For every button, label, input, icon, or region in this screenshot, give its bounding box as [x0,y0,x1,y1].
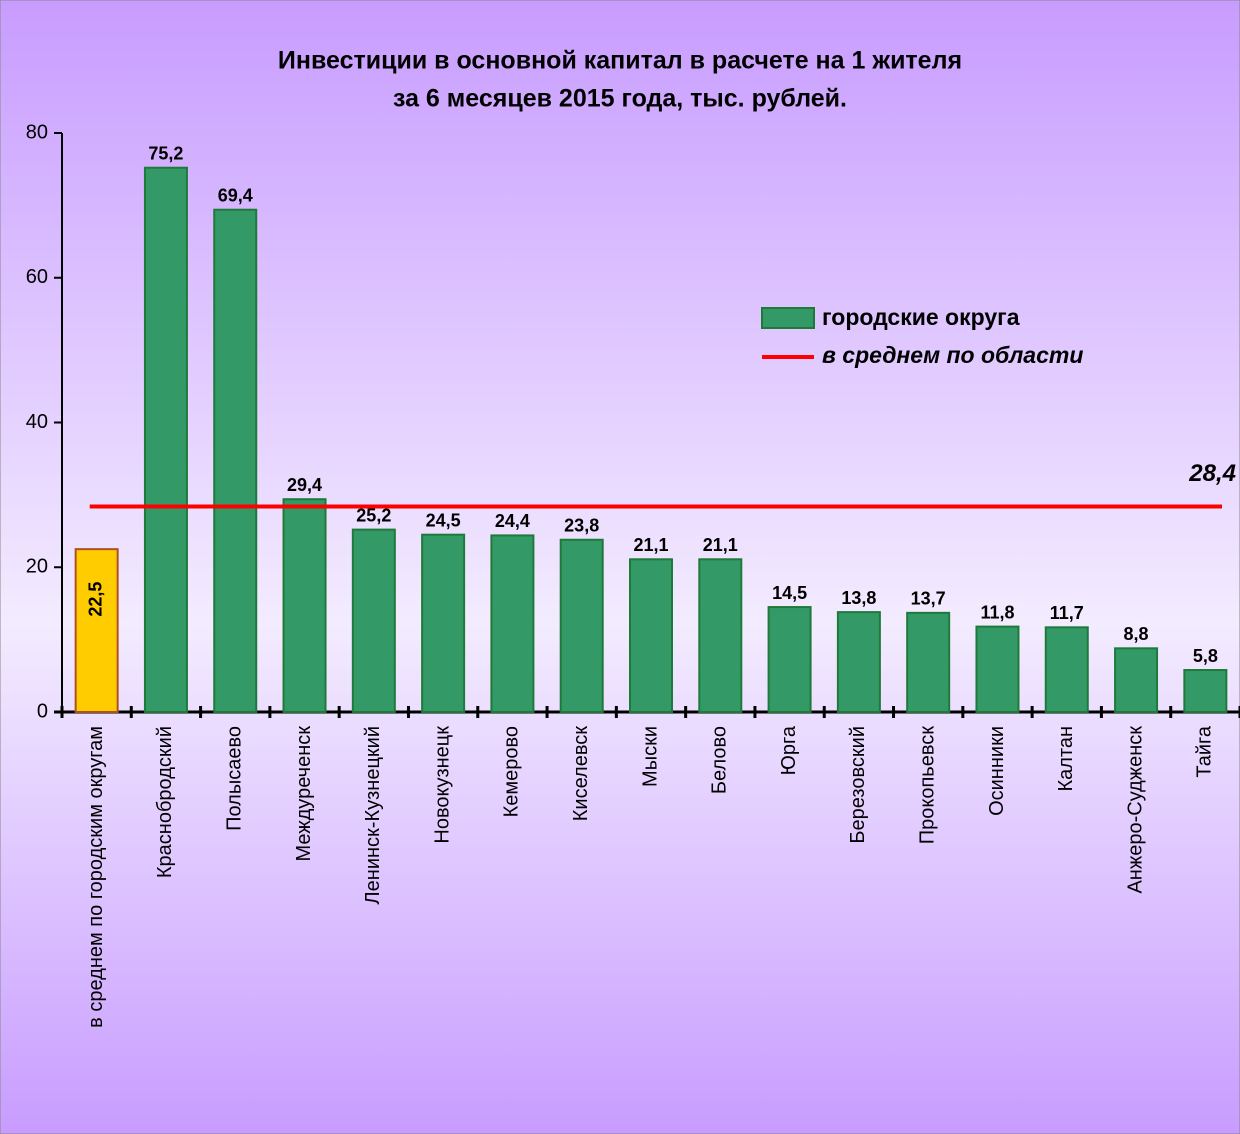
bar [698,558,743,713]
bar [767,606,812,714]
value-label: 11,7 [1050,603,1084,623]
value-label: 24,5 [426,510,461,530]
value-label: 24,4 [495,511,530,531]
value-label: 25,2 [356,505,391,525]
bar [1183,669,1228,714]
y-tick-label: 60 [26,266,48,288]
legend-label: городские округа [822,304,1020,330]
value-label: 23,8 [564,515,599,535]
x-tick-label: Березовский [847,726,869,844]
value-label: 5,8 [1193,646,1218,666]
y-tick-label: 20 [26,556,48,578]
value-label: 13,7 [911,589,946,609]
x-tick-label: Прокопьевск [916,726,938,844]
bar [351,528,396,713]
y-tick-label: 80 [26,121,48,143]
x-tick-label: Ленинск-Кузнецкий [362,726,384,904]
value-label: 22,5 [85,582,105,617]
bar [836,611,881,713]
value-label: 13,8 [841,588,876,608]
bar [490,534,535,714]
legend-label: в среднем по области [822,342,1083,368]
bar [629,558,673,713]
bar [1114,647,1159,713]
x-tick-label: Осинники [986,726,1008,816]
value-label: 21,1 [703,535,738,555]
x-tick-label: в среднем по городским округам [85,726,107,1028]
y-tick-label: 40 [26,411,48,433]
bar [1044,626,1089,713]
reference-label: 28,4 [1188,460,1236,487]
x-tick-label: Мыски [639,726,661,787]
x-tick-label: Юрга [778,725,800,775]
value-label: 75,2 [148,143,183,163]
y-tick-label: 0 [37,700,48,722]
x-tick-label: Новокузнецк [431,726,453,844]
bar [143,166,188,714]
bar [421,533,466,714]
x-tick-label: Калтан [1055,726,1077,792]
x-tick-label: Киселевск [570,726,592,821]
value-label: 8,8 [1124,624,1149,644]
bar [975,625,1020,713]
bar [74,548,119,713]
bar [559,538,604,713]
bar [282,498,327,713]
x-tick-label: Краснобродский [154,726,176,878]
value-label: 69,4 [218,185,253,205]
value-label: 11,8 [980,602,1014,622]
value-label: 21,1 [633,535,668,555]
x-tick-label: Тайга [1194,725,1216,777]
x-tick-label: Анжеро-Судженск [1124,726,1146,894]
value-label: 14,5 [772,583,807,603]
chart-title: Инвестиции в основной капитал в расчете … [278,47,962,75]
x-tick-label: Междуреченск [293,726,315,862]
value-label: 29,4 [287,475,322,495]
legend-swatch [761,307,815,329]
x-tick-label: Белово [709,726,731,794]
x-tick-label: Кемерово [501,726,523,817]
chart-title: за 6 месяцев 2015 года, тыс. рублей. [393,85,847,113]
bar [213,208,258,713]
x-tick-label: Полысаево [224,726,246,831]
bar [906,611,951,713]
